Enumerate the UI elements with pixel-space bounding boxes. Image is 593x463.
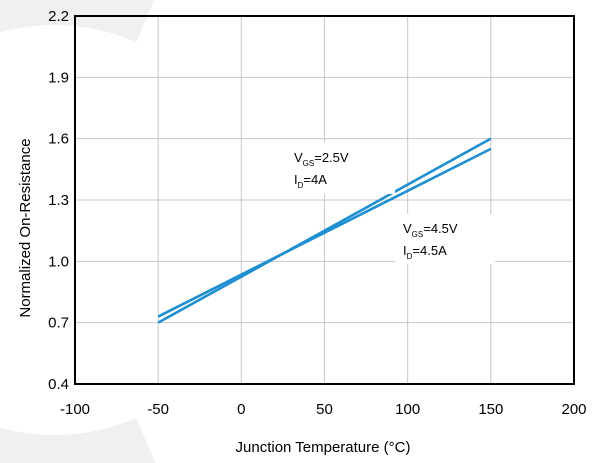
y-tick-label: 1.3: [48, 192, 69, 209]
x-tick-label: -50: [147, 401, 169, 418]
annotation-background: [395, 214, 495, 264]
x-tick-label: 200: [561, 401, 586, 418]
annotations: VGS=2.5V ID=4A VGS=4.5V ID=4.5A: [285, 142, 495, 264]
grid: [75, 16, 574, 384]
x-tick-label: 100: [395, 401, 420, 418]
y-tick-label: 2.2: [48, 8, 69, 25]
x-tick-label: 150: [478, 401, 503, 418]
x-tick-label: 50: [316, 401, 333, 418]
y-axis-label: Normalized On-Resistance: [17, 138, 34, 317]
y-tick-label: 1.9: [48, 69, 69, 86]
y-tick-label: 0.7: [48, 315, 69, 332]
y-tick-label: 1.6: [48, 131, 69, 148]
series-layer: [157, 137, 492, 324]
x-tick-label: 0: [237, 401, 245, 418]
y-axis-ticks: 0.4 0.7 1.0 1.3 1.6 1.9 2.2: [48, 8, 69, 393]
plot-frame: [74, 15, 575, 385]
x-axis-label: Junction Temperature (°C): [236, 439, 411, 456]
series-line: [157, 137, 492, 324]
annotation-text: ID=4A: [294, 172, 327, 190]
annotation: VGS=2.5V ID=4A: [285, 142, 395, 194]
annotation-text: VGS=2.5V: [294, 150, 349, 168]
x-tick-label: -100: [60, 401, 90, 418]
y-tick-label: 1.0: [48, 253, 69, 270]
annotation-text: VGS=4.5V: [403, 221, 458, 239]
annotation-text: ID=4.5A: [403, 243, 447, 261]
annotation: VGS=4.5V ID=4.5A: [395, 214, 495, 264]
annotation-background: [285, 142, 395, 194]
series-line: [157, 147, 492, 318]
y-tick-label: 0.4: [48, 376, 69, 393]
x-axis-ticks: -100 -50 0 50 100 150 200: [60, 401, 587, 418]
